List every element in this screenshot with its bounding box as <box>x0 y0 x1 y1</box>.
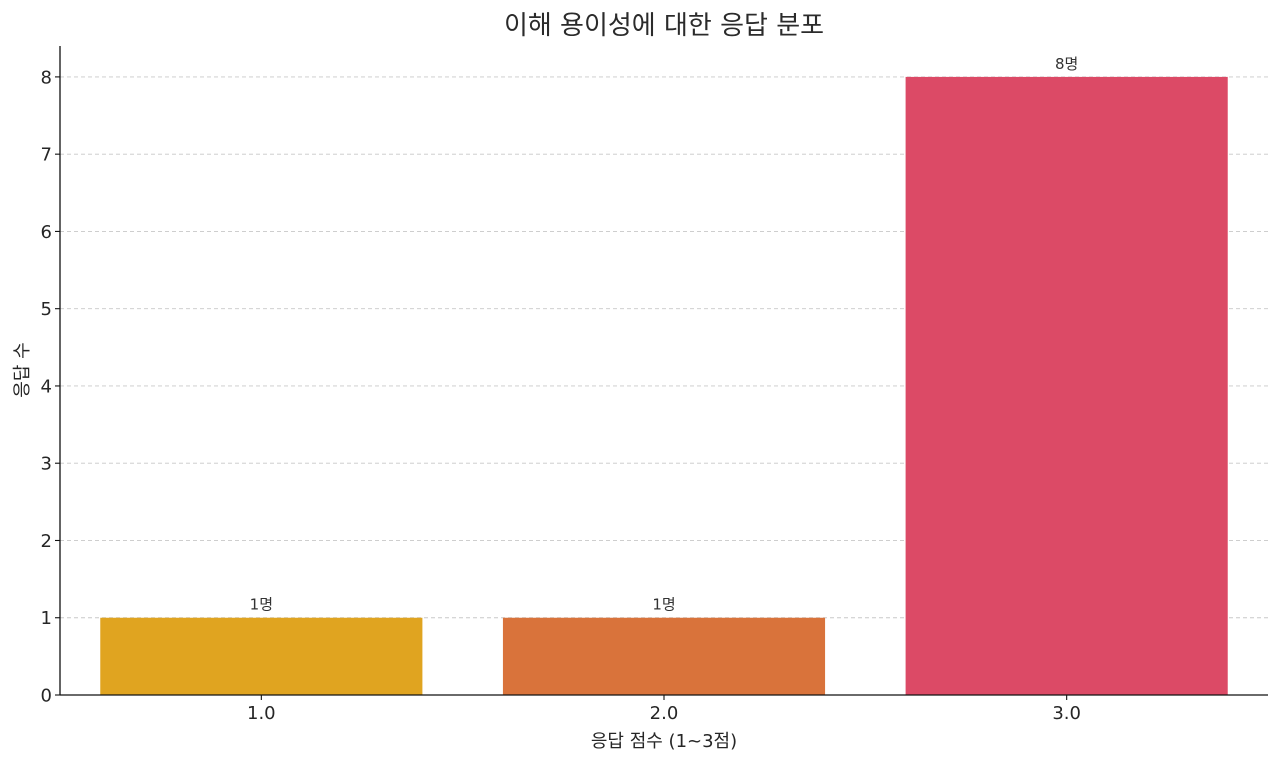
bar <box>100 617 423 695</box>
y-tick-label: 2 <box>41 531 52 552</box>
data-label: 1명 <box>250 596 273 614</box>
y-tick-label: 7 <box>41 145 52 166</box>
bar <box>905 76 1228 695</box>
data-label: 8명 <box>1055 55 1078 73</box>
y-tick-label: 4 <box>41 376 52 397</box>
y-tick-label: 6 <box>41 222 52 243</box>
data-label-layer: 1명 1명 8명 <box>250 55 1079 614</box>
x-tick-label: 3.0 <box>1052 703 1081 724</box>
y-tick-label: 0 <box>41 686 52 707</box>
bar <box>502 617 826 695</box>
x-tick-label: 1.0 <box>247 703 276 724</box>
y-axis-label: 응답 수 <box>12 342 33 397</box>
y-tick-label: 5 <box>41 299 52 320</box>
x-axis-label: 응답 점수 (1~3점) <box>591 731 737 752</box>
y-tick-label: 1 <box>41 608 52 629</box>
bar-layer <box>100 76 1228 695</box>
y-tick-label: 8 <box>41 67 52 88</box>
x-tick-label: 2.0 <box>650 703 679 724</box>
tick-layer: 0 1 2 3 4 5 6 7 8 1.0 2.0 3.0 <box>41 67 1081 724</box>
y-tick-label: 3 <box>41 454 52 475</box>
data-label: 1명 <box>652 596 675 614</box>
chart-title: 이해 용이성에 대한 응답 분포 <box>504 11 824 41</box>
